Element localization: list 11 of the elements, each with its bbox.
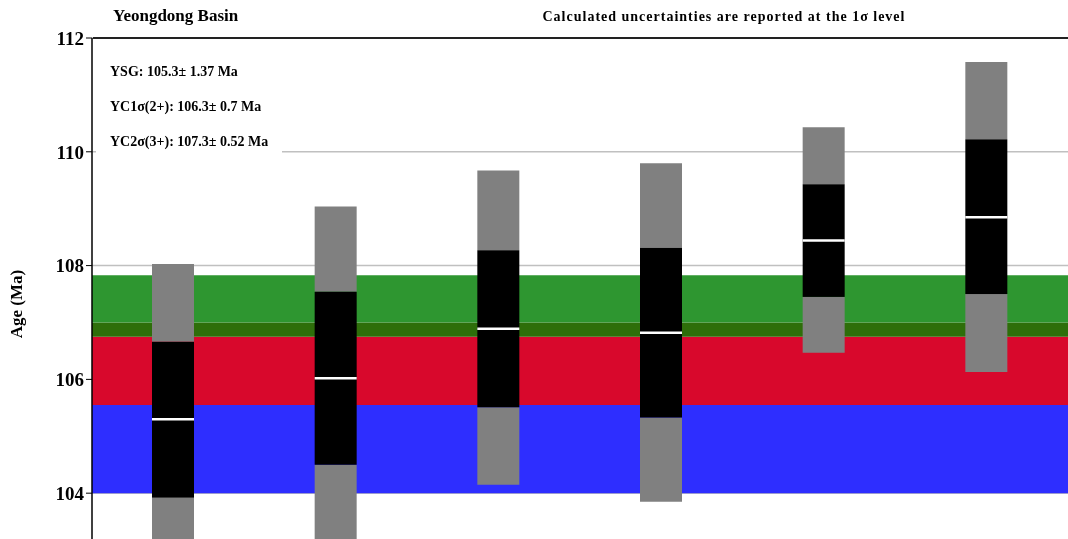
y-tick-label: 112: [56, 27, 84, 49]
y-tick-label: 110: [56, 141, 84, 163]
annotation: YSG: 105.3± 1.37 Ma: [110, 63, 239, 81]
y-tick-label: 106: [55, 369, 84, 391]
chart-title: Yeongdong Basin: [113, 6, 239, 26]
y-tick-label: 108: [55, 255, 84, 277]
annotation: YC2σ(3+): 107.3± 0.52 Ma: [110, 133, 269, 151]
y-axis-title: Age (Ma): [7, 269, 27, 339]
y-tick-label: 104: [55, 482, 85, 504]
chart-subtitle: Calculated uncertainties are reported at the 1σ level: [541, 9, 907, 25]
annotation: YC1σ(2+): 106.3± 0.7 Ma: [110, 98, 263, 116]
